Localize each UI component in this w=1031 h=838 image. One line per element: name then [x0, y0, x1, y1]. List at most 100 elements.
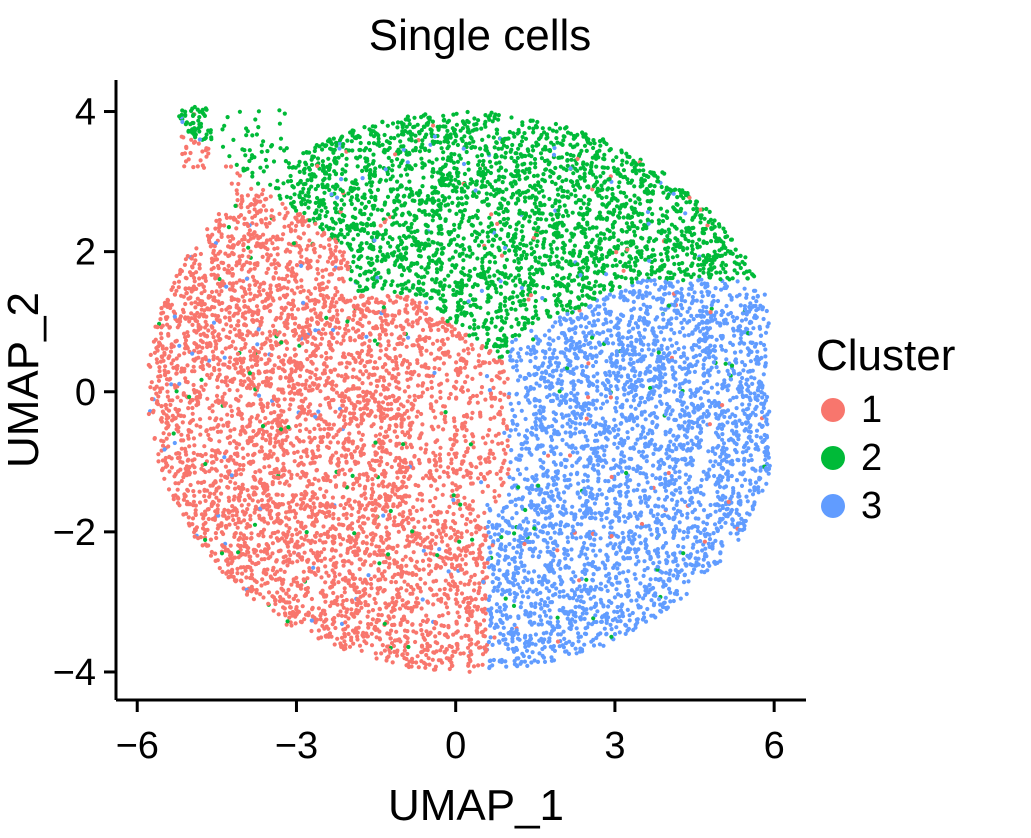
cell-point-cluster-2: [522, 321, 527, 326]
cell-point-cluster-3: [642, 400, 648, 405]
cell-point-cluster-1: [337, 325, 342, 330]
cell-point-cluster-1: [368, 576, 374, 582]
cell-point-cluster-2: [339, 171, 345, 177]
cell-point-cluster-2: [358, 265, 363, 270]
cell-point-cluster-2: [476, 325, 481, 330]
cell-point-cluster-3: [582, 540, 587, 546]
cell-point-cluster-1: [173, 481, 178, 486]
cell-point-cluster-2: [465, 109, 470, 115]
cell-point-cluster-1: [320, 274, 325, 279]
cell-point-cluster-3: [487, 594, 492, 599]
scatter-points: [146, 104, 772, 674]
cell-point-cluster-2: [342, 202, 347, 207]
cell-point-cluster-1: [176, 429, 181, 434]
cell-point-cluster-2: [296, 163, 301, 168]
cell-point-cluster-2: [486, 311, 491, 316]
cell-point-cluster-2: [355, 280, 360, 285]
cell-point-cluster-2: [553, 165, 558, 171]
cell-point-cluster-2: [582, 194, 587, 199]
cell-point-cluster-1: [446, 625, 451, 630]
cell-point-cluster-2: [661, 190, 666, 195]
cell-point-cluster-3: [513, 503, 518, 508]
cell-point-cluster-1: [300, 604, 305, 609]
cell-point-cluster-3: [558, 566, 563, 571]
cell-point-cluster-1: [416, 519, 421, 524]
cell-point-cluster-2: [480, 137, 485, 142]
cell-point-cluster-1: [241, 248, 246, 253]
cell-point-cluster-2: [520, 134, 525, 140]
cell-point-cluster-1: [577, 578, 582, 583]
cell-point-cluster-3: [592, 594, 597, 599]
cell-point-cluster-3: [518, 346, 523, 352]
cell-point-cluster-3: [683, 481, 688, 486]
cell-point-cluster-3: [606, 424, 611, 430]
cell-point-cluster-3: [603, 394, 609, 399]
cell-point-cluster-2: [475, 336, 480, 341]
cell-point-cluster-3: [663, 380, 668, 385]
cell-point-cluster-3: [599, 392, 604, 397]
cell-point-cluster-2: [398, 173, 404, 178]
cell-point-cluster-1: [268, 290, 274, 295]
cell-point-cluster-1: [253, 504, 258, 509]
cell-point-cluster-2: [584, 148, 589, 153]
cell-point-cluster-3: [646, 342, 651, 347]
cell-point-cluster-1: [471, 664, 477, 669]
cell-point-cluster-1: [417, 567, 422, 573]
cell-point-cluster-3: [601, 524, 606, 529]
cell-point-cluster-1: [426, 656, 431, 661]
cell-point-cluster-1: [341, 537, 346, 542]
cell-point-cluster-3: [675, 279, 680, 284]
cell-point-cluster-1: [357, 483, 362, 488]
cell-point-cluster-1: [235, 323, 240, 328]
cell-point-cluster-1: [300, 341, 305, 346]
cell-point-cluster-1: [337, 532, 342, 538]
cell-point-cluster-2: [486, 134, 491, 139]
cell-point-cluster-3: [629, 334, 634, 340]
cell-point-cluster-2: [380, 236, 385, 241]
cell-point-cluster-3: [611, 457, 616, 462]
cell-point-cluster-1: [404, 563, 409, 568]
cell-point-cluster-1: [387, 556, 392, 561]
cell-point-cluster-1: [347, 431, 352, 436]
cell-point-cluster-3: [599, 517, 604, 522]
cell-point-cluster-1: [222, 451, 228, 456]
cell-point-cluster-1: [197, 276, 202, 281]
cell-point-cluster-2: [303, 193, 308, 198]
cell-point-cluster-1: [400, 557, 405, 562]
cell-point-cluster-1: [192, 341, 197, 346]
cell-point-cluster-2: [446, 144, 451, 149]
cell-point-cluster-1: [318, 617, 323, 622]
cell-point-cluster-1: [300, 469, 305, 475]
cell-point-cluster-2: [704, 206, 709, 212]
cell-point-cluster-1: [466, 351, 471, 356]
cell-point-cluster-3: [582, 616, 587, 622]
cell-point-cluster-2: [572, 188, 578, 193]
cell-point-cluster-3: [672, 331, 677, 336]
cell-point-cluster-2: [619, 148, 624, 153]
cell-point-cluster-2: [443, 218, 448, 223]
cell-point-cluster-1: [412, 393, 417, 398]
cell-point-cluster-3: [684, 405, 690, 410]
cell-point-cluster-1: [228, 329, 233, 335]
cell-point-cluster-1: [231, 362, 236, 367]
cell-point-cluster-2: [397, 235, 402, 240]
cell-point-cluster-3: [628, 404, 634, 409]
cell-point-cluster-1: [448, 437, 453, 442]
cell-point-cluster-3: [715, 489, 720, 495]
cell-point-cluster-3: [672, 481, 677, 486]
cell-point-cluster-3: [522, 568, 527, 573]
cell-point-cluster-1: [293, 228, 298, 233]
cell-point-cluster-3: [494, 602, 499, 607]
cell-point-cluster-1: [372, 574, 377, 579]
cell-point-cluster-3: [666, 554, 671, 559]
cell-point-cluster-1: [216, 362, 221, 367]
cell-point-cluster-1: [367, 320, 372, 325]
cell-point-cluster-2: [339, 228, 344, 233]
cell-point-cluster-2: [275, 178, 280, 183]
cell-point-cluster-3: [749, 375, 754, 380]
cell-point-cluster-2: [602, 152, 607, 157]
cell-point-cluster-2: [333, 160, 338, 165]
cell-point-cluster-2: [418, 254, 423, 259]
cell-point-cluster-2: [564, 125, 569, 130]
